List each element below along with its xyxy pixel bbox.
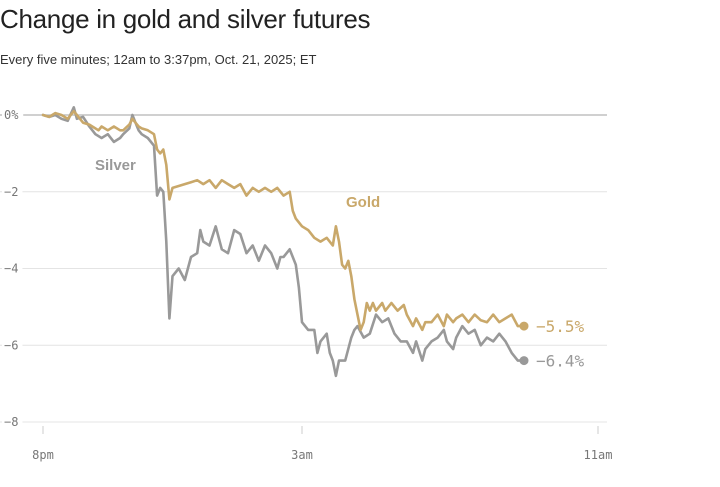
silver-end-label: −6.4%	[536, 352, 585, 371]
gold-series-line	[41, 109, 526, 332]
x-tick-label: 11am	[584, 448, 613, 462]
silver-series-line	[41, 106, 526, 378]
series-labels: −6.4% −5.5% Gold Silver	[95, 157, 585, 371]
x-tick-label: 8pm	[32, 448, 54, 462]
silver-series-label: Silver	[95, 157, 136, 174]
x-axis-ticks: 8pm 3am 11am	[32, 426, 612, 462]
gold-end-label: −5.5%	[536, 317, 585, 336]
silver-end-point	[519, 356, 529, 366]
y-axis-tick-labels: 0% −2 −4 −6 −8	[2, 107, 24, 430]
y-tick-label: −8	[4, 415, 18, 429]
chart-gridlines	[0, 114, 607, 423]
x-tick-label: 3am	[291, 448, 313, 462]
y-tick-label-backing	[2, 183, 23, 200]
y-tick-label-backing	[2, 414, 23, 430]
gold-end-point	[519, 321, 529, 331]
chart-subtitle: Every five minutes; 12am to 3:37pm, Oct.…	[0, 52, 317, 67]
series-lines	[41, 106, 529, 378]
y-tick-label-backing	[2, 107, 24, 123]
y-tick-label-backing	[2, 260, 23, 277]
y-tick-label: −6	[4, 338, 18, 352]
gold-series-label: Gold	[346, 194, 380, 211]
chart-title: Change in gold and silver futures	[0, 4, 371, 34]
y-tick-label-backing	[2, 337, 23, 354]
y-tick-label: −2	[4, 185, 18, 199]
y-tick-label: −4	[4, 262, 18, 276]
y-tick-label: 0%	[4, 108, 19, 122]
